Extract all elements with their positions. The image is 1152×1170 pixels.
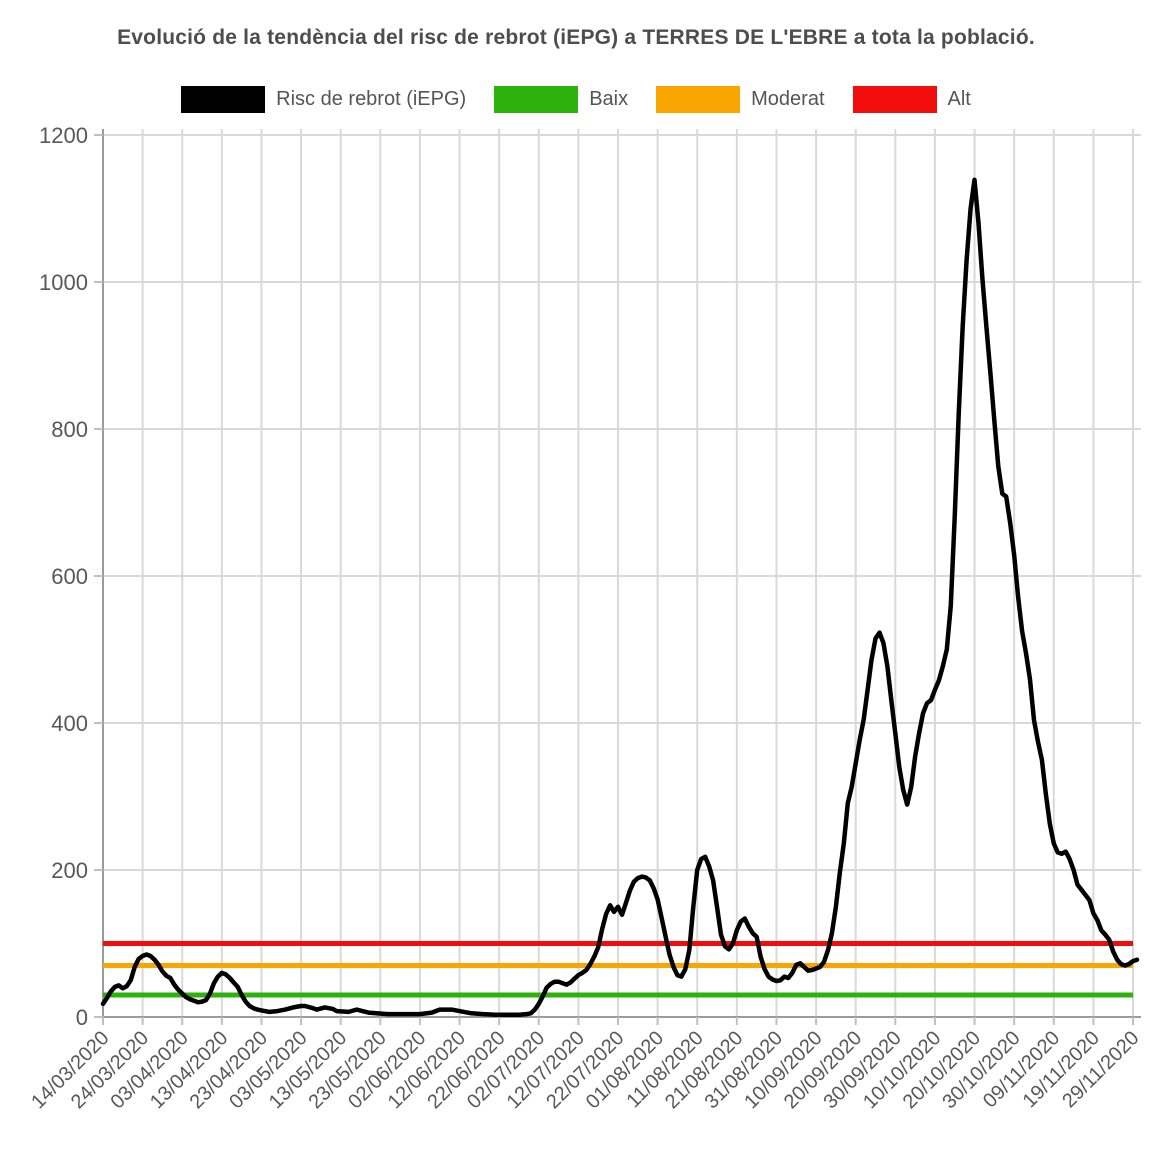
legend-item-moderat: Moderat bbox=[656, 86, 825, 113]
legend-swatch-moderat bbox=[656, 86, 741, 113]
chart-title: Evolució de la tendència del risc de reb… bbox=[117, 26, 1035, 49]
gridlines bbox=[102, 129, 1141, 1018]
legend-swatch-risc bbox=[181, 86, 266, 113]
legend-label-risc: Risc de rebrot (iEPG) bbox=[276, 88, 467, 110]
legend: Risc de rebrot (iEPG) Baix Moderat Alt bbox=[0, 86, 1152, 113]
x-axis-ticks: 14/03/202024/03/202003/04/202013/04/2020… bbox=[27, 1017, 1144, 1113]
y-tick-label: 200 bbox=[51, 858, 88, 883]
legend-label-baix: Baix bbox=[589, 88, 629, 110]
risk-series-line bbox=[100, 177, 1140, 1018]
y-tick-label: 0 bbox=[76, 1005, 88, 1030]
legend-item-risc: Risc de rebrot (iEPG) bbox=[181, 86, 466, 113]
legend-swatch-alt bbox=[852, 86, 937, 113]
legend-label-moderat: Moderat bbox=[751, 88, 825, 110]
y-axis-ticks: 0 200 400 600 800 1000 1200 bbox=[39, 123, 103, 1030]
y-tick-label: 400 bbox=[51, 711, 88, 736]
y-tick-label: 800 bbox=[51, 417, 88, 442]
y-tick-label: 600 bbox=[51, 564, 88, 589]
y-tick-label: 1000 bbox=[39, 270, 88, 295]
legend-item-alt: Alt bbox=[852, 86, 971, 113]
legend-swatch-baix bbox=[494, 86, 579, 113]
legend-item-baix: Baix bbox=[494, 86, 628, 113]
axes bbox=[102, 129, 1141, 1018]
y-tick-label: 1200 bbox=[39, 123, 88, 148]
legend-label-alt: Alt bbox=[947, 88, 971, 110]
